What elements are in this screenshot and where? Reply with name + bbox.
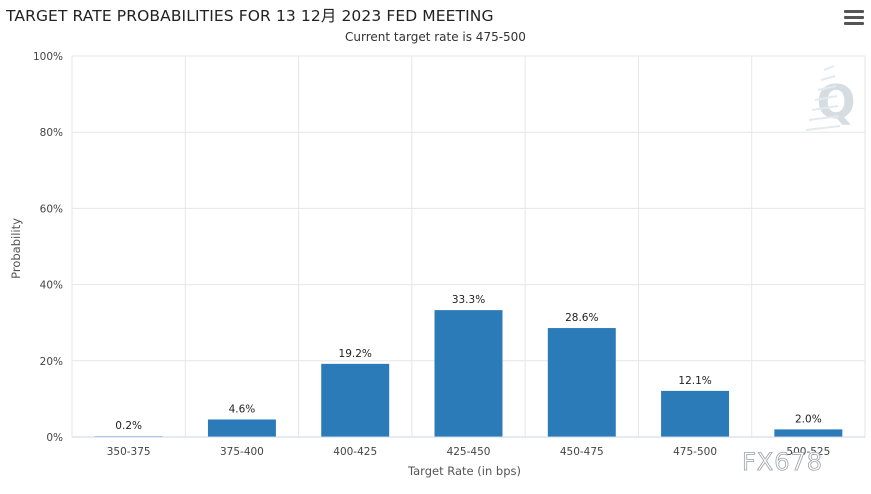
x-axis-title: Target Rate (in bps) (407, 464, 521, 478)
data-label: 12.1% (678, 375, 711, 387)
corner-logo-watermark: Q (816, 75, 855, 129)
y-tick-label: 80% (40, 127, 63, 139)
data-label: 19.2% (339, 348, 372, 360)
logo-stripe (811, 105, 839, 111)
y-tick-label: 60% (40, 203, 63, 215)
data-label: 4.6% (229, 403, 256, 415)
data-label: 2.0% (795, 413, 822, 425)
bar-500-525[interactable] (774, 429, 843, 437)
y-tick-label: 20% (40, 356, 63, 368)
x-tick-label: 450-475 (560, 446, 604, 458)
logo-stripe (814, 95, 838, 101)
data-label: 33.3% (452, 294, 485, 306)
data-label: 0.2% (115, 420, 142, 432)
logo-stripe (805, 125, 841, 131)
x-tick-label: 425-450 (447, 446, 491, 458)
y-axis-title: Probability (9, 218, 23, 279)
y-tick-label: 0% (46, 432, 63, 444)
x-tick-label: 350-375 (107, 446, 151, 458)
x-tick-label: 475-500 (673, 446, 717, 458)
bar-400-425[interactable] (321, 363, 390, 437)
brand-watermark: FX678 (742, 448, 823, 476)
x-tick-label: 400-425 (333, 446, 377, 458)
y-tick-label: 40% (40, 280, 63, 292)
data-label: 28.6% (565, 312, 598, 324)
bar-450-475[interactable] (547, 328, 616, 437)
bar-475-500[interactable] (661, 390, 730, 437)
hamburger-menu-icon[interactable] (844, 10, 864, 28)
chart-title: TARGET RATE PROBABILITIES FOR 13 12月 202… (6, 7, 494, 25)
logo-stripe (823, 65, 835, 71)
bar-375-400[interactable] (207, 419, 276, 437)
bar-425-450[interactable] (434, 310, 503, 437)
x-tick-label: 500-525 (786, 446, 830, 458)
x-tick-label: 375-400 (220, 446, 264, 458)
logo-stripe (817, 85, 837, 91)
logo-stripe (820, 75, 836, 81)
logo-stripe (808, 115, 840, 121)
y-tick-label: 100% (33, 51, 63, 63)
chart-subtitle: Current target rate is 475-500 (345, 30, 526, 44)
